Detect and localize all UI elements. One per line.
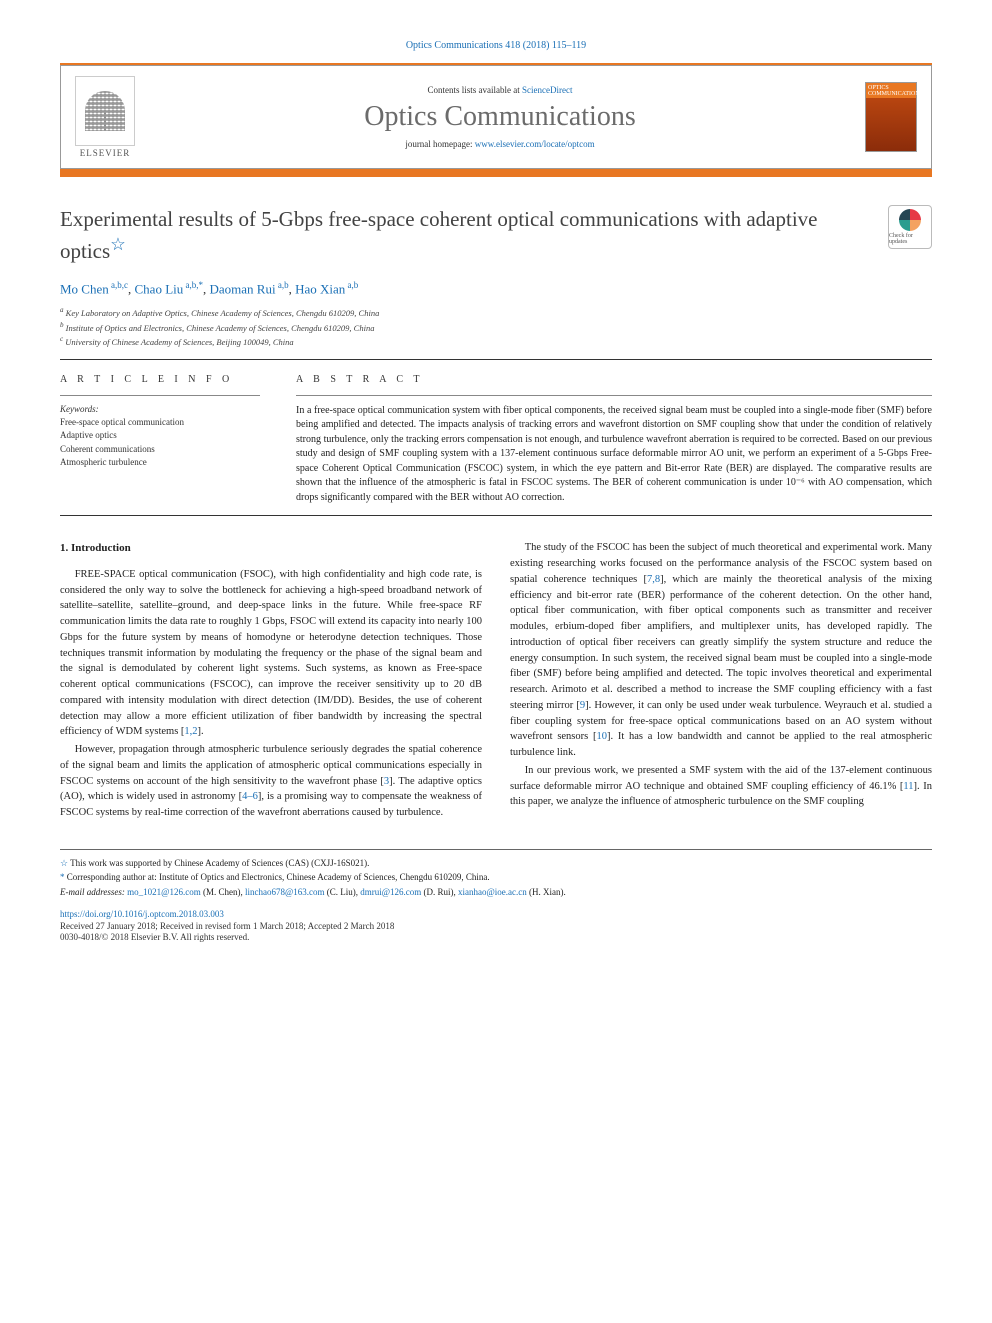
author-email-link[interactable]: xianhao@ioe.ac.cn	[458, 887, 527, 897]
funding-note: ☆ This work was supported by Chinese Aca…	[60, 856, 932, 870]
check-updates-label: Check for updates	[889, 233, 931, 245]
corresponding-author-note: * Corresponding author at: Institute of …	[60, 870, 932, 884]
email-label: E-mail addresses:	[60, 887, 125, 897]
copyright-line: 0030-4018/© 2018 Elsevier B.V. All right…	[60, 932, 932, 942]
funding-marker: ☆	[60, 858, 68, 868]
article-title: Experimental results of 5-Gbps free-spac…	[60, 205, 872, 266]
body-paragraph: The study of the FSCOC has been the subj…	[510, 540, 932, 761]
footnotes: ☆ This work was supported by Chinese Aca…	[60, 849, 932, 899]
author-link[interactable]: Hao Xian	[295, 281, 345, 296]
homepage-prefix: journal homepage:	[405, 139, 474, 149]
author-affil-marker: a,b	[345, 280, 358, 290]
divider	[60, 395, 260, 396]
sciencedirect-link[interactable]: ScienceDirect	[522, 85, 572, 95]
body-paragraph: In our previous work, we presented a SMF…	[510, 763, 932, 810]
keywords-list: Free-space optical communication Adaptiv…	[60, 416, 260, 470]
crossmark-icon	[899, 209, 921, 231]
email-who: (C. Liu)	[327, 887, 356, 897]
keyword: Adaptive optics	[60, 429, 260, 443]
article-info-heading: A R T I C L E I N F O	[60, 374, 260, 385]
article-history: Received 27 January 2018; Received in re…	[60, 921, 932, 931]
divider	[60, 515, 932, 516]
divider	[60, 359, 932, 360]
keyword: Atmospheric turbulence	[60, 456, 260, 470]
author-email-link[interactable]: dmrui@126.com	[360, 887, 421, 897]
divider	[296, 395, 932, 396]
email-who: (M. Chen)	[203, 887, 241, 897]
journal-cover-thumbnail: OPTICS COMMUNICATIONS	[865, 82, 917, 152]
contents-prefix: Contents lists available at	[428, 85, 522, 95]
section-heading: 1. Introduction	[60, 540, 482, 557]
accent-rule-thick	[60, 169, 932, 177]
corr-marker: *	[60, 872, 65, 882]
author-link[interactable]: Chao Liu	[135, 281, 184, 296]
keyword: Free-space optical communication	[60, 416, 260, 430]
keywords-label: Keywords:	[60, 404, 260, 414]
affiliations: a Key Laboratory on Adaptive Optics, Chi…	[60, 305, 932, 349]
author-affil-marker: a,b,*	[183, 280, 203, 290]
keyword: Coherent communications	[60, 443, 260, 457]
journal-header: ELSEVIER Contents lists available at Sci…	[60, 65, 932, 169]
email-addresses: E-mail addresses: mo_1021@126.com (M. Ch…	[60, 885, 932, 899]
abstract-text: In a free-space optical communication sy…	[296, 404, 932, 506]
author-link[interactable]: Mo Chen	[60, 281, 109, 296]
elsevier-logo: ELSEVIER	[75, 76, 135, 158]
journal-name: Optics Communications	[135, 101, 865, 133]
corr-text: Corresponding author at: Institute of Op…	[67, 872, 490, 882]
affiliation-a: a Key Laboratory on Adaptive Optics, Chi…	[60, 305, 932, 320]
article-title-text: Experimental results of 5-Gbps free-spac…	[60, 207, 818, 263]
affiliation-c: c University of Chinese Academy of Scien…	[60, 334, 932, 349]
email-who: (D. Rui)	[424, 887, 454, 897]
body-text: 1. Introduction FREE-SPACE optical commu…	[60, 540, 932, 823]
author-link[interactable]: Daoman Rui	[210, 281, 276, 296]
header-citation: Optics Communications 418 (2018) 115–119	[60, 40, 932, 51]
body-paragraph: FREE-SPACE optical communication (FSOC),…	[60, 567, 482, 740]
author-affil-marker: a,b	[276, 280, 289, 290]
funding-text: This work was supported by Chinese Acade…	[70, 858, 369, 868]
publisher-name: ELSEVIER	[75, 148, 135, 158]
doi-line: https://doi.org/10.1016/j.optcom.2018.03…	[60, 909, 932, 919]
body-paragraph: However, propagation through atmospheric…	[60, 742, 482, 821]
journal-homepage-link[interactable]: www.elsevier.com/locate/optcom	[475, 139, 595, 149]
author-list: Mo Chen a,b,c, Chao Liu a,b,*, Daoman Ru…	[60, 280, 932, 297]
doi-link[interactable]: https://doi.org/10.1016/j.optcom.2018.03…	[60, 909, 224, 919]
affiliation-b: b Institute of Optics and Electronics, C…	[60, 320, 932, 335]
journal-homepage-line: journal homepage: www.elsevier.com/locat…	[135, 139, 865, 149]
email-who: (H. Xian)	[529, 887, 564, 897]
title-funding-marker: ☆	[110, 234, 126, 254]
contents-lists-line: Contents lists available at ScienceDirec…	[135, 85, 865, 95]
author-affil-marker: a,b,c	[109, 280, 128, 290]
author-email-link[interactable]: linchao678@163.com	[245, 887, 325, 897]
author-email-link[interactable]: mo_1021@126.com	[127, 887, 201, 897]
abstract-heading: A B S T R A C T	[296, 374, 932, 385]
check-for-updates-badge[interactable]: Check for updates	[888, 205, 932, 249]
